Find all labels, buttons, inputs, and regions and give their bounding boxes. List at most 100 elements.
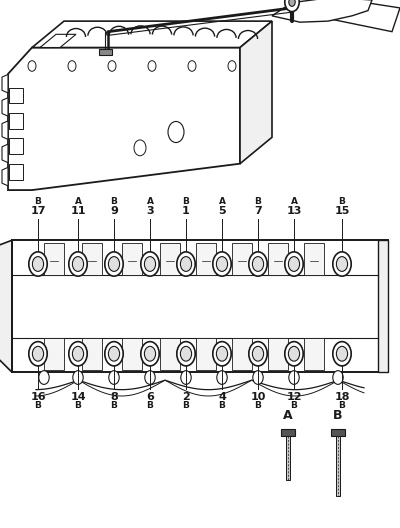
Polygon shape xyxy=(2,98,8,116)
Circle shape xyxy=(73,371,83,384)
Circle shape xyxy=(144,346,156,361)
Bar xyxy=(9,138,23,154)
Circle shape xyxy=(141,252,159,276)
Text: 13: 13 xyxy=(286,206,302,216)
Bar xyxy=(286,436,290,480)
Circle shape xyxy=(252,346,264,361)
Circle shape xyxy=(249,342,267,366)
Text: 9: 9 xyxy=(110,206,118,216)
Bar xyxy=(378,240,388,372)
Polygon shape xyxy=(320,0,400,32)
Circle shape xyxy=(141,342,159,366)
Text: 5: 5 xyxy=(218,206,226,216)
Circle shape xyxy=(285,342,303,366)
Polygon shape xyxy=(32,21,272,48)
Circle shape xyxy=(145,371,155,384)
Bar xyxy=(196,338,216,370)
Bar xyxy=(9,88,23,103)
Bar xyxy=(44,243,64,275)
Circle shape xyxy=(69,252,87,276)
Circle shape xyxy=(109,371,119,384)
Circle shape xyxy=(252,257,264,271)
Polygon shape xyxy=(0,240,12,372)
Text: 18: 18 xyxy=(334,392,350,402)
Bar xyxy=(9,164,23,180)
Circle shape xyxy=(69,342,87,366)
Bar xyxy=(99,49,112,55)
Bar xyxy=(196,243,216,275)
Circle shape xyxy=(289,371,299,384)
Text: B: B xyxy=(110,197,118,206)
Circle shape xyxy=(216,346,228,361)
Text: B: B xyxy=(218,401,226,410)
Text: 11: 11 xyxy=(70,206,86,216)
Bar xyxy=(304,338,324,370)
Circle shape xyxy=(288,346,300,361)
Bar xyxy=(122,243,142,275)
Bar xyxy=(232,338,252,370)
Text: 1: 1 xyxy=(182,206,190,216)
Bar xyxy=(268,338,288,370)
Circle shape xyxy=(108,257,120,271)
Bar xyxy=(160,243,180,275)
Text: A: A xyxy=(74,197,82,206)
Polygon shape xyxy=(240,21,272,164)
Text: 17: 17 xyxy=(30,206,46,216)
Circle shape xyxy=(177,342,195,366)
Circle shape xyxy=(216,257,228,271)
Polygon shape xyxy=(2,74,8,93)
Bar xyxy=(232,243,252,275)
Circle shape xyxy=(177,252,195,276)
Polygon shape xyxy=(2,144,8,163)
Text: B: B xyxy=(333,409,343,422)
Text: B: B xyxy=(110,401,118,410)
Polygon shape xyxy=(272,0,372,22)
Circle shape xyxy=(336,257,348,271)
Text: B: B xyxy=(254,401,262,410)
Bar xyxy=(331,429,345,436)
Circle shape xyxy=(180,346,192,361)
Circle shape xyxy=(253,371,263,384)
Circle shape xyxy=(32,346,44,361)
Bar xyxy=(82,243,102,275)
Text: B: B xyxy=(34,401,42,410)
Circle shape xyxy=(333,252,351,276)
Text: A: A xyxy=(290,197,298,206)
Circle shape xyxy=(217,371,227,384)
Circle shape xyxy=(249,252,267,276)
Bar xyxy=(44,338,64,370)
Circle shape xyxy=(181,371,191,384)
Circle shape xyxy=(213,342,231,366)
Text: 14: 14 xyxy=(70,392,86,402)
Circle shape xyxy=(289,0,295,6)
Text: B: B xyxy=(182,197,190,206)
Polygon shape xyxy=(40,34,76,48)
Bar xyxy=(304,243,324,275)
Circle shape xyxy=(285,252,303,276)
Circle shape xyxy=(29,252,47,276)
Circle shape xyxy=(333,371,343,384)
Bar xyxy=(82,338,102,370)
Circle shape xyxy=(105,342,123,366)
Text: B: B xyxy=(290,401,298,410)
Circle shape xyxy=(288,257,300,271)
Text: B: B xyxy=(338,197,346,206)
Polygon shape xyxy=(2,167,8,186)
Text: A: A xyxy=(283,409,293,422)
Text: 6: 6 xyxy=(146,392,154,402)
Text: B: B xyxy=(74,401,82,410)
Circle shape xyxy=(285,0,299,12)
Bar xyxy=(281,429,295,436)
Bar xyxy=(9,113,23,129)
Polygon shape xyxy=(8,48,240,190)
Polygon shape xyxy=(2,121,8,139)
Bar xyxy=(12,240,388,372)
Text: 8: 8 xyxy=(110,392,118,402)
Text: 10: 10 xyxy=(250,392,266,402)
Bar xyxy=(160,338,180,370)
Bar xyxy=(122,338,142,370)
Text: B: B xyxy=(338,401,346,410)
Circle shape xyxy=(72,257,84,271)
Circle shape xyxy=(39,371,49,384)
Circle shape xyxy=(144,257,156,271)
